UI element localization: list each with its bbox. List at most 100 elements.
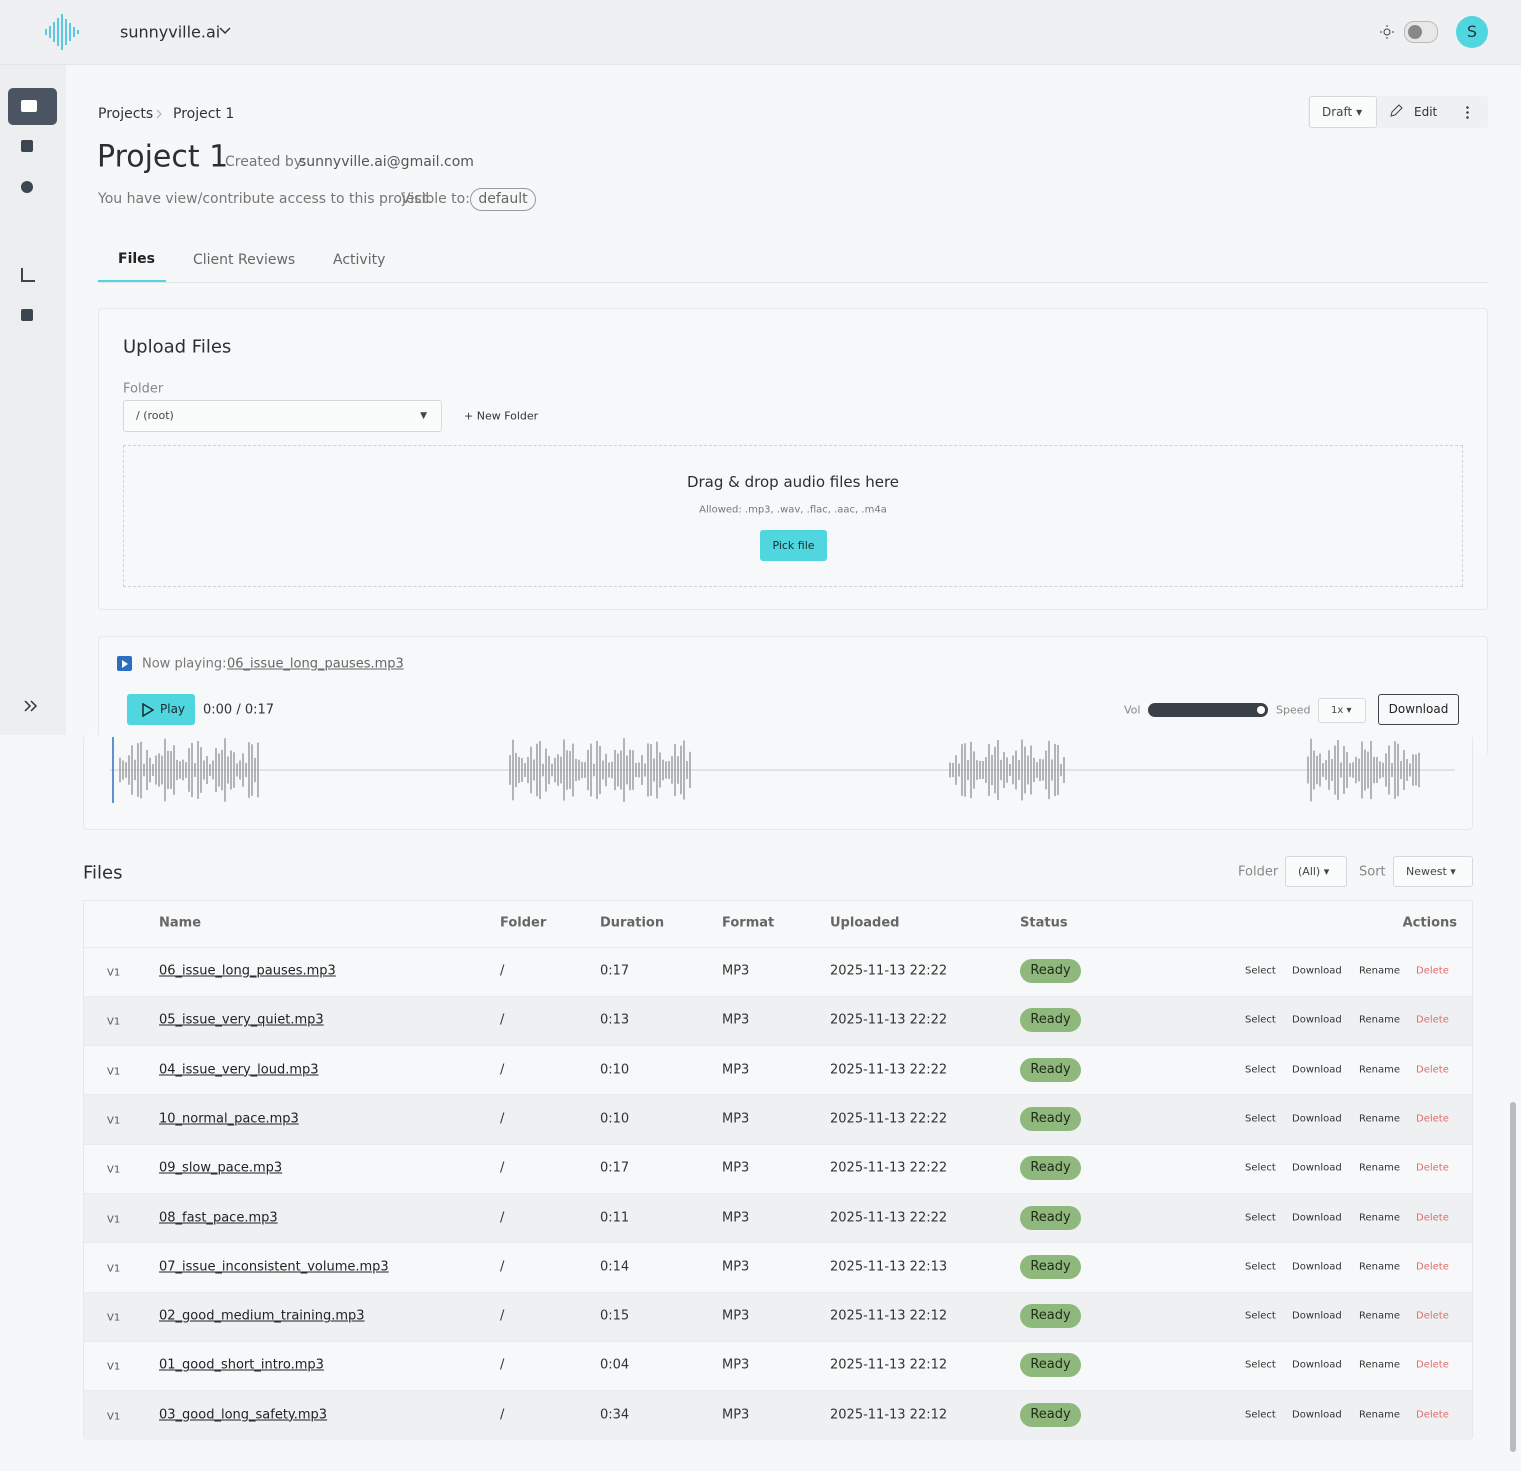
file-name[interactable]: 09_slow_pace.mp3 (159, 1160, 283, 1176)
row-action[interactable]: Rename (1359, 1014, 1401, 1026)
format: MP3 (722, 1012, 750, 1028)
brand[interactable]: sunnyville.ai (120, 22, 221, 42)
nav-settings[interactable] (21, 181, 33, 193)
row-action[interactable]: Download (1292, 1064, 1342, 1076)
theme-toggle[interactable] (1404, 21, 1438, 43)
row-action[interactable]: Delete (1416, 1409, 1449, 1421)
status-dropdown[interactable]: Draft ▾ (1309, 96, 1377, 128)
row-action[interactable]: Rename (1359, 1113, 1401, 1125)
row-action[interactable]: Rename (1359, 1162, 1401, 1174)
sort-select[interactable]: Newest ▾ (1393, 856, 1473, 887)
drop-text: Drag & drop audio files here (686, 473, 900, 491)
row-action[interactable]: Rename (1359, 1359, 1401, 1371)
files-folder-select[interactable]: (All) ▾ (1285, 856, 1347, 887)
row-action[interactable]: Select (1245, 965, 1276, 977)
created-by: sunnyville.ai@gmail.com (299, 154, 474, 170)
row-action[interactable]: Download (1292, 1162, 1342, 1174)
speed-select[interactable]: 1x ▾ (1318, 698, 1366, 723)
uploaded: 2025-11-13 22:12 (830, 1357, 948, 1373)
row-action[interactable]: Delete (1416, 965, 1449, 977)
nav-reviews[interactable] (21, 140, 33, 152)
format: MP3 (722, 1259, 750, 1275)
row-action[interactable]: Rename (1359, 1310, 1401, 1322)
row-action[interactable]: Download (1292, 1359, 1342, 1371)
tab[interactable]: Client Reviews (193, 252, 296, 268)
column-header: Actions (1402, 915, 1457, 931)
file-name[interactable]: 01_good_short_intro.mp3 (159, 1357, 324, 1373)
player-download[interactable]: Download (1378, 694, 1459, 725)
file-name[interactable]: 02_good_medium_training.mp3 (159, 1308, 365, 1324)
folder-select[interactable]: / (root) ▼ (123, 400, 442, 432)
tab[interactable]: Activity (333, 252, 386, 268)
row-action[interactable]: Select (1245, 1310, 1276, 1322)
scrollbar[interactable] (1508, 740, 1518, 1465)
edit-button[interactable]: Edit (1414, 105, 1438, 119)
row-action[interactable]: Rename (1359, 1409, 1401, 1421)
status-badge: Ready (1020, 1353, 1081, 1378)
folder: / (500, 1062, 505, 1078)
file-name[interactable]: 03_good_long_safety.mp3 (159, 1407, 328, 1423)
row-action[interactable]: Delete (1416, 1261, 1449, 1273)
nav-analytics[interactable] (21, 268, 35, 282)
row-action[interactable]: Rename (1359, 1261, 1401, 1273)
row-action[interactable]: Select (1245, 1212, 1276, 1223)
row-action[interactable]: Select (1245, 1359, 1276, 1371)
folder: / (500, 1111, 505, 1127)
row-action[interactable]: Select (1245, 1409, 1276, 1421)
volume-slider[interactable] (1148, 703, 1268, 717)
nav-files[interactable] (8, 88, 57, 125)
file-name[interactable]: 08_fast_pace.mp3 (159, 1210, 278, 1225)
now-playing-file[interactable]: 06_issue_long_pauses.mp3 (227, 656, 404, 672)
row-action[interactable]: Delete (1416, 1014, 1449, 1026)
row-action[interactable]: Select (1245, 1014, 1276, 1026)
drop-zone[interactable] (123, 445, 1463, 587)
version: V1 (107, 1312, 121, 1324)
row-action[interactable]: Delete (1416, 1113, 1449, 1125)
file-name[interactable]: 07_issue_inconsistent_volume.mp3 (159, 1259, 389, 1275)
row-action[interactable]: Download (1292, 965, 1342, 977)
row-action[interactable]: Delete (1416, 1162, 1449, 1174)
folder: / (500, 1160, 505, 1176)
row-action[interactable]: Select (1245, 1113, 1276, 1125)
uploaded: 2025-11-13 22:22 (830, 1210, 948, 1225)
status-badge: Ready (1020, 1106, 1081, 1131)
brand-chevron[interactable] (219, 26, 231, 36)
row-action[interactable]: Select (1245, 1064, 1276, 1076)
avatar[interactable]: S (1456, 16, 1488, 48)
format: MP3 (722, 1407, 750, 1423)
status-badge: Ready (1020, 1008, 1081, 1033)
file-name[interactable]: 05_issue_very_quiet.mp3 (159, 1012, 324, 1028)
folder: / (500, 963, 505, 979)
file-name[interactable]: 04_issue_very_loud.mp3 (159, 1062, 319, 1078)
status-badge: Ready (1020, 1402, 1081, 1427)
row-action[interactable]: Download (1292, 1113, 1342, 1125)
row-action[interactable]: Rename (1359, 965, 1401, 977)
row-action[interactable]: Select (1245, 1261, 1276, 1273)
row-action[interactable]: Delete (1416, 1310, 1449, 1322)
tab-active[interactable]: Files (118, 251, 155, 267)
row-action[interactable]: Select (1245, 1162, 1276, 1174)
uploaded: 2025-11-13 22:22 (830, 1160, 948, 1176)
more-button[interactable] (1466, 105, 1469, 119)
row-action[interactable]: Download (1292, 1014, 1342, 1026)
play-label: Play (160, 702, 186, 716)
row-action[interactable]: Download (1292, 1261, 1342, 1273)
row-action[interactable]: Rename (1359, 1064, 1401, 1076)
file-name[interactable]: 06_issue_long_pauses.mp3 (159, 963, 336, 979)
nav-users[interactable] (21, 309, 33, 321)
breadcrumb-link[interactable]: Projects (98, 106, 154, 122)
file-name[interactable]: 10_normal_pace.mp3 (159, 1111, 299, 1127)
play-button[interactable]: Play (127, 694, 195, 725)
duration: 0:15 (600, 1308, 630, 1324)
pick-file-button[interactable]: Pick file (760, 530, 827, 561)
row-action[interactable]: Delete (1416, 1359, 1449, 1371)
expand-sidebar[interactable] (24, 700, 38, 712)
row-action[interactable]: Delete (1416, 1212, 1449, 1223)
row-action[interactable]: Download (1292, 1212, 1342, 1223)
waveform-card (83, 735, 1473, 830)
row-action[interactable]: Rename (1359, 1212, 1401, 1223)
row-action[interactable]: Download (1292, 1409, 1342, 1421)
row-action[interactable]: Delete (1416, 1064, 1449, 1076)
new-folder-button[interactable]: + New Folder (464, 409, 539, 423)
row-action[interactable]: Download (1292, 1310, 1342, 1322)
